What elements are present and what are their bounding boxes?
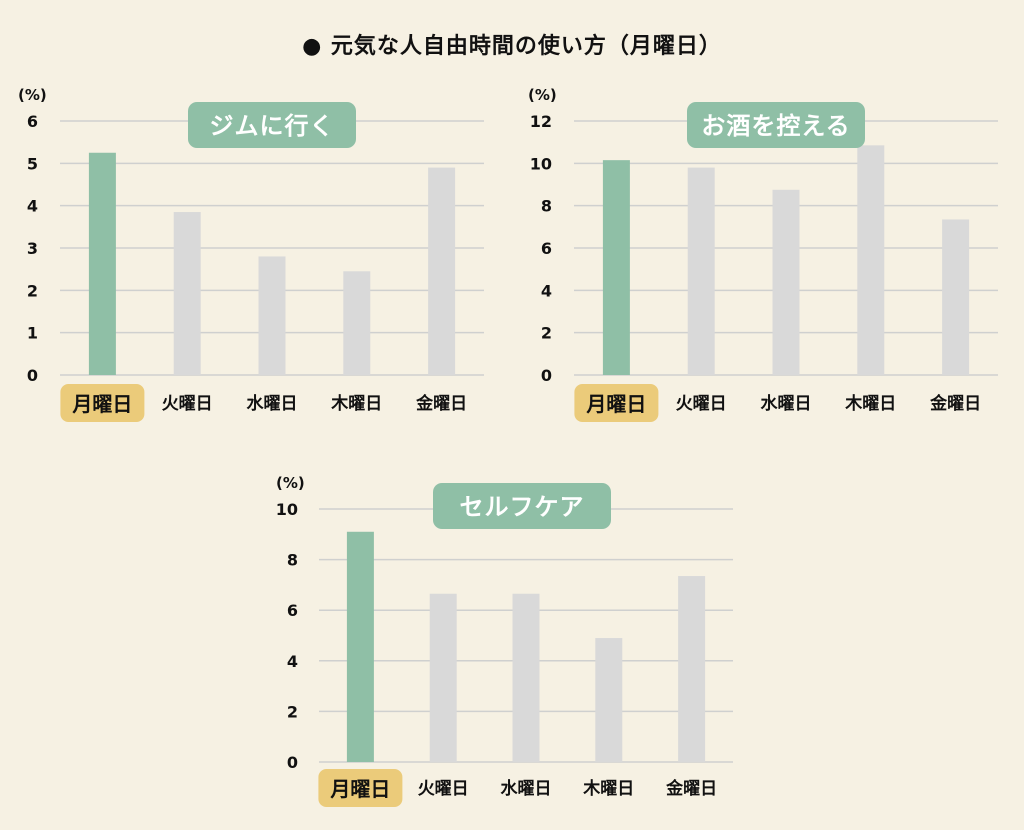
highlight-label-bg [60,384,145,422]
bar [772,189,800,375]
chart-title: セルフケア [460,493,585,521]
y-unit-label: (%) [528,86,557,104]
y-tick-label: 10 [276,500,298,519]
main-title: ● 元気な人自由時間の使い方（月曜日） [302,34,722,59]
x-tick-label: 木曜日 [844,393,896,414]
x-tick-label-highlight: 月曜日 [329,777,390,801]
bar-highlight [602,160,630,375]
chart-title: お酒を控える [701,112,850,140]
x-tick-label-highlight: 月曜日 [71,392,132,416]
y-tick-label: 4 [541,281,552,300]
y-unit-label: (%) [276,474,305,492]
y-tick-label: 8 [541,197,552,216]
chart-title: ジムに行く [210,112,335,140]
bar [258,256,286,375]
bar-highlight [346,531,374,762]
x-tick-label: 火曜日 [676,394,727,414]
highlight-label-bg [574,384,659,422]
y-tick-label: 0 [541,366,552,385]
y-tick-label: 2 [287,702,298,721]
y-unit-label: (%) [18,86,47,104]
chart-title-badge [687,102,865,148]
chart-title-badge [433,483,611,529]
x-tick-label: 金曜日 [415,393,467,414]
bar [173,212,201,375]
bar [687,167,715,375]
bar [512,593,540,762]
x-tick-label-highlight: 月曜日 [585,392,646,416]
bar-highlight [88,152,116,375]
x-tick-label: 木曜日 [330,393,382,414]
x-tick-label: 火曜日 [162,394,213,414]
highlight-label-bg [318,769,403,807]
y-tick-label: 4 [27,197,38,216]
y-tick-label: 4 [287,652,298,671]
bar [428,167,456,375]
y-tick-label: 6 [27,112,38,131]
x-tick-label: 金曜日 [929,393,981,414]
x-tick-label: 水曜日 [761,393,812,414]
y-tick-label: 8 [287,551,298,570]
y-tick-label: 2 [27,281,38,300]
y-tick-label: 12 [530,112,552,131]
y-tick-label: 0 [27,366,38,385]
bar [942,219,970,375]
y-tick-label: 6 [287,601,298,620]
x-tick-label: 木曜日 [582,778,634,799]
bar [857,145,885,375]
y-tick-label: 1 [27,324,38,343]
x-tick-label: 火曜日 [418,779,469,799]
bar [678,576,706,762]
chart-title-badge [188,102,356,148]
bar [429,593,457,762]
y-tick-label: 5 [27,154,38,173]
x-tick-label: 水曜日 [247,393,298,414]
x-tick-label: 金曜日 [665,778,717,799]
y-tick-label: 10 [530,154,552,173]
y-tick-label: 3 [27,239,38,258]
y-tick-label: 0 [287,753,298,772]
bar [595,638,623,762]
y-tick-label: 6 [541,239,552,258]
bar [343,271,371,375]
x-tick-label: 水曜日 [501,778,552,799]
y-tick-label: 2 [541,324,552,343]
